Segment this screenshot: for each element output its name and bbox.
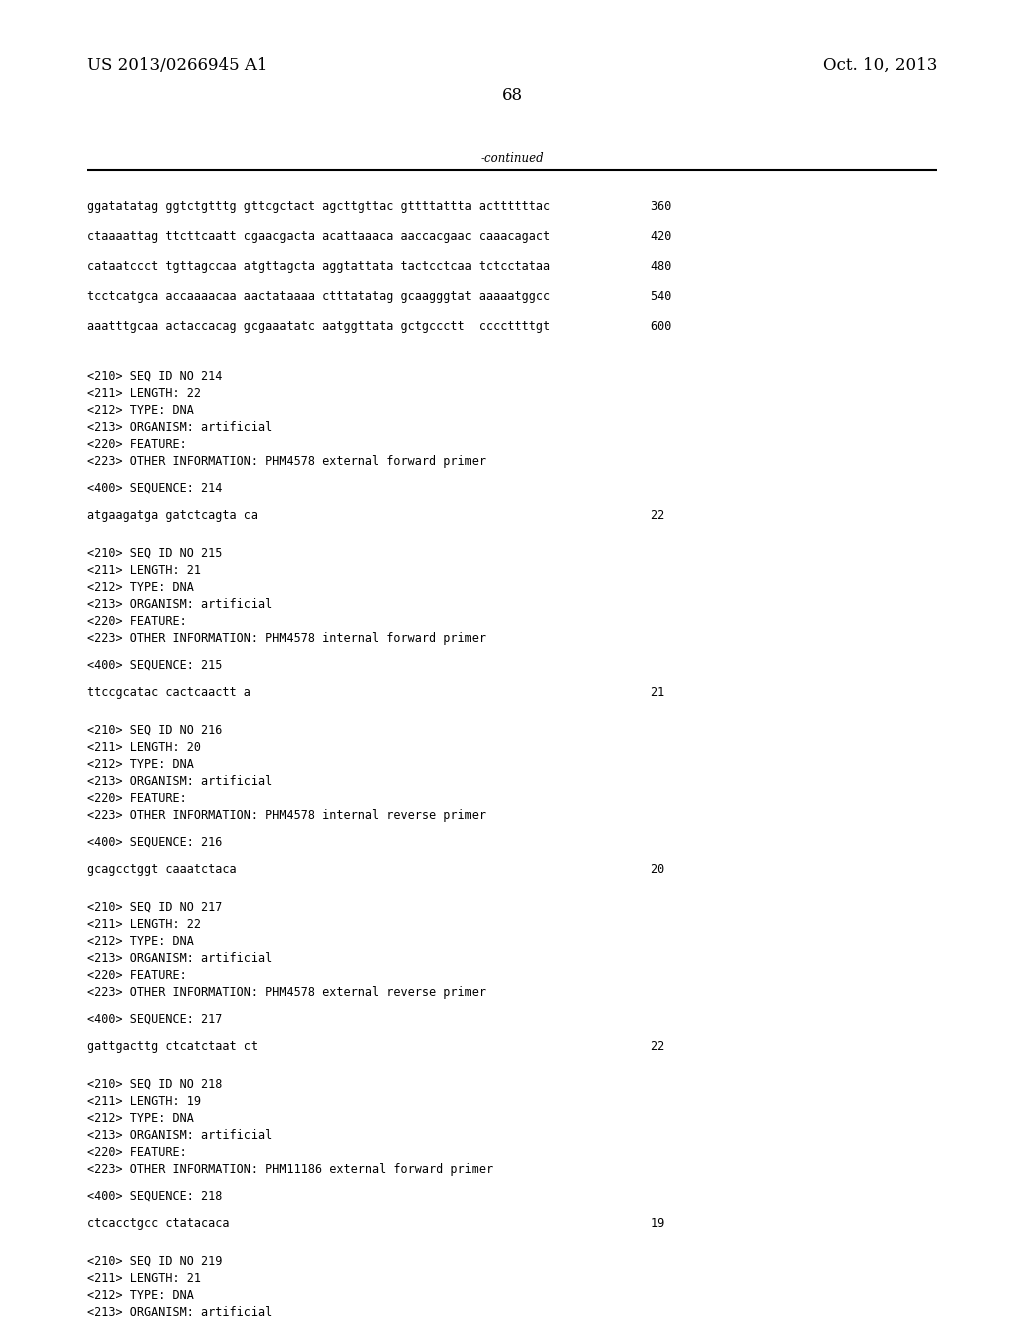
Text: ctcacctgcc ctatacaca: ctcacctgcc ctatacaca bbox=[87, 1217, 229, 1230]
Text: US 2013/0266945 A1: US 2013/0266945 A1 bbox=[87, 57, 267, 74]
Text: 22: 22 bbox=[650, 510, 665, 521]
Text: <212> TYPE: DNA: <212> TYPE: DNA bbox=[87, 1111, 194, 1125]
Text: 420: 420 bbox=[650, 230, 672, 243]
Text: <400> SEQUENCE: 217: <400> SEQUENCE: 217 bbox=[87, 1012, 222, 1026]
Text: aaatttgcaa actaccacag gcgaaatatc aatggttata gctgccctt  ccccttttgt: aaatttgcaa actaccacag gcgaaatatc aatggtt… bbox=[87, 319, 550, 333]
Text: tcctcatgca accaaaacaa aactataaaa ctttatatag gcaagggtat aaaaatggcc: tcctcatgca accaaaacaa aactataaaa ctttata… bbox=[87, 290, 550, 304]
Text: <212> TYPE: DNA: <212> TYPE: DNA bbox=[87, 1290, 194, 1302]
Text: 19: 19 bbox=[650, 1217, 665, 1230]
Text: <211> LENGTH: 19: <211> LENGTH: 19 bbox=[87, 1096, 201, 1107]
Text: 20: 20 bbox=[650, 863, 665, 876]
Text: <220> FEATURE:: <220> FEATURE: bbox=[87, 969, 186, 982]
Text: <212> TYPE: DNA: <212> TYPE: DNA bbox=[87, 581, 194, 594]
Text: <213> ORGANISM: artificial: <213> ORGANISM: artificial bbox=[87, 598, 272, 611]
Text: ttccgcatac cactcaactt a: ttccgcatac cactcaactt a bbox=[87, 686, 251, 700]
Text: gattgacttg ctcatctaat ct: gattgacttg ctcatctaat ct bbox=[87, 1040, 258, 1053]
Text: -continued: -continued bbox=[480, 152, 544, 165]
Text: <213> ORGANISM: artificial: <213> ORGANISM: artificial bbox=[87, 1129, 272, 1142]
Text: 22: 22 bbox=[650, 1040, 665, 1053]
Text: 360: 360 bbox=[650, 201, 672, 213]
Text: <212> TYPE: DNA: <212> TYPE: DNA bbox=[87, 935, 194, 948]
Text: 600: 600 bbox=[650, 319, 672, 333]
Text: <213> ORGANISM: artificial: <213> ORGANISM: artificial bbox=[87, 421, 272, 434]
Text: <210> SEQ ID NO 218: <210> SEQ ID NO 218 bbox=[87, 1078, 222, 1092]
Text: atgaagatga gatctcagta ca: atgaagatga gatctcagta ca bbox=[87, 510, 258, 521]
Text: Oct. 10, 2013: Oct. 10, 2013 bbox=[822, 57, 937, 74]
Text: <212> TYPE: DNA: <212> TYPE: DNA bbox=[87, 758, 194, 771]
Text: <212> TYPE: DNA: <212> TYPE: DNA bbox=[87, 404, 194, 417]
Text: cataatccct tgttagccaa atgttagcta aggtattata tactcctcaa tctcctataa: cataatccct tgttagccaa atgttagcta aggtatt… bbox=[87, 260, 550, 273]
Text: <223> OTHER INFORMATION: PHM4578 external forward primer: <223> OTHER INFORMATION: PHM4578 externa… bbox=[87, 455, 486, 469]
Text: <220> FEATURE:: <220> FEATURE: bbox=[87, 1146, 186, 1159]
Text: <223> OTHER INFORMATION: PHM11186 external forward primer: <223> OTHER INFORMATION: PHM11186 extern… bbox=[87, 1163, 494, 1176]
Text: <223> OTHER INFORMATION: PHM4578 internal reverse primer: <223> OTHER INFORMATION: PHM4578 interna… bbox=[87, 809, 486, 822]
Text: <400> SEQUENCE: 218: <400> SEQUENCE: 218 bbox=[87, 1191, 222, 1203]
Text: ctaaaattag ttcttcaatt cgaacgacta acattaaaca aaccacgaac caaacagact: ctaaaattag ttcttcaatt cgaacgacta acattaa… bbox=[87, 230, 550, 243]
Text: <210> SEQ ID NO 219: <210> SEQ ID NO 219 bbox=[87, 1255, 222, 1269]
Text: 21: 21 bbox=[650, 686, 665, 700]
Text: <400> SEQUENCE: 214: <400> SEQUENCE: 214 bbox=[87, 482, 222, 495]
Text: <211> LENGTH: 20: <211> LENGTH: 20 bbox=[87, 741, 201, 754]
Text: <210> SEQ ID NO 215: <210> SEQ ID NO 215 bbox=[87, 546, 222, 560]
Text: <211> LENGTH: 22: <211> LENGTH: 22 bbox=[87, 917, 201, 931]
Text: <210> SEQ ID NO 216: <210> SEQ ID NO 216 bbox=[87, 723, 222, 737]
Text: 68: 68 bbox=[502, 87, 522, 103]
Text: 540: 540 bbox=[650, 290, 672, 304]
Text: gcagcctggt caaatctaca: gcagcctggt caaatctaca bbox=[87, 863, 237, 876]
Text: <220> FEATURE:: <220> FEATURE: bbox=[87, 615, 186, 628]
Text: 480: 480 bbox=[650, 260, 672, 273]
Text: <210> SEQ ID NO 214: <210> SEQ ID NO 214 bbox=[87, 370, 222, 383]
Text: <400> SEQUENCE: 215: <400> SEQUENCE: 215 bbox=[87, 659, 222, 672]
Text: <211> LENGTH: 21: <211> LENGTH: 21 bbox=[87, 564, 201, 577]
Text: <220> FEATURE:: <220> FEATURE: bbox=[87, 792, 186, 805]
Text: <213> ORGANISM: artificial: <213> ORGANISM: artificial bbox=[87, 952, 272, 965]
Text: ggatatatag ggtctgtttg gttcgctact agcttgttac gttttattta acttttttac: ggatatatag ggtctgtttg gttcgctact agcttgt… bbox=[87, 201, 550, 213]
Text: <220> FEATURE:: <220> FEATURE: bbox=[87, 438, 186, 451]
Text: <210> SEQ ID NO 217: <210> SEQ ID NO 217 bbox=[87, 902, 222, 913]
Text: <223> OTHER INFORMATION: PHM4578 external reverse primer: <223> OTHER INFORMATION: PHM4578 externa… bbox=[87, 986, 486, 999]
Text: <400> SEQUENCE: 216: <400> SEQUENCE: 216 bbox=[87, 836, 222, 849]
Text: <213> ORGANISM: artificial: <213> ORGANISM: artificial bbox=[87, 775, 272, 788]
Text: <223> OTHER INFORMATION: PHM4578 internal forward primer: <223> OTHER INFORMATION: PHM4578 interna… bbox=[87, 632, 486, 645]
Text: <211> LENGTH: 22: <211> LENGTH: 22 bbox=[87, 387, 201, 400]
Text: <213> ORGANISM: artificial: <213> ORGANISM: artificial bbox=[87, 1305, 272, 1319]
Text: <211> LENGTH: 21: <211> LENGTH: 21 bbox=[87, 1272, 201, 1284]
